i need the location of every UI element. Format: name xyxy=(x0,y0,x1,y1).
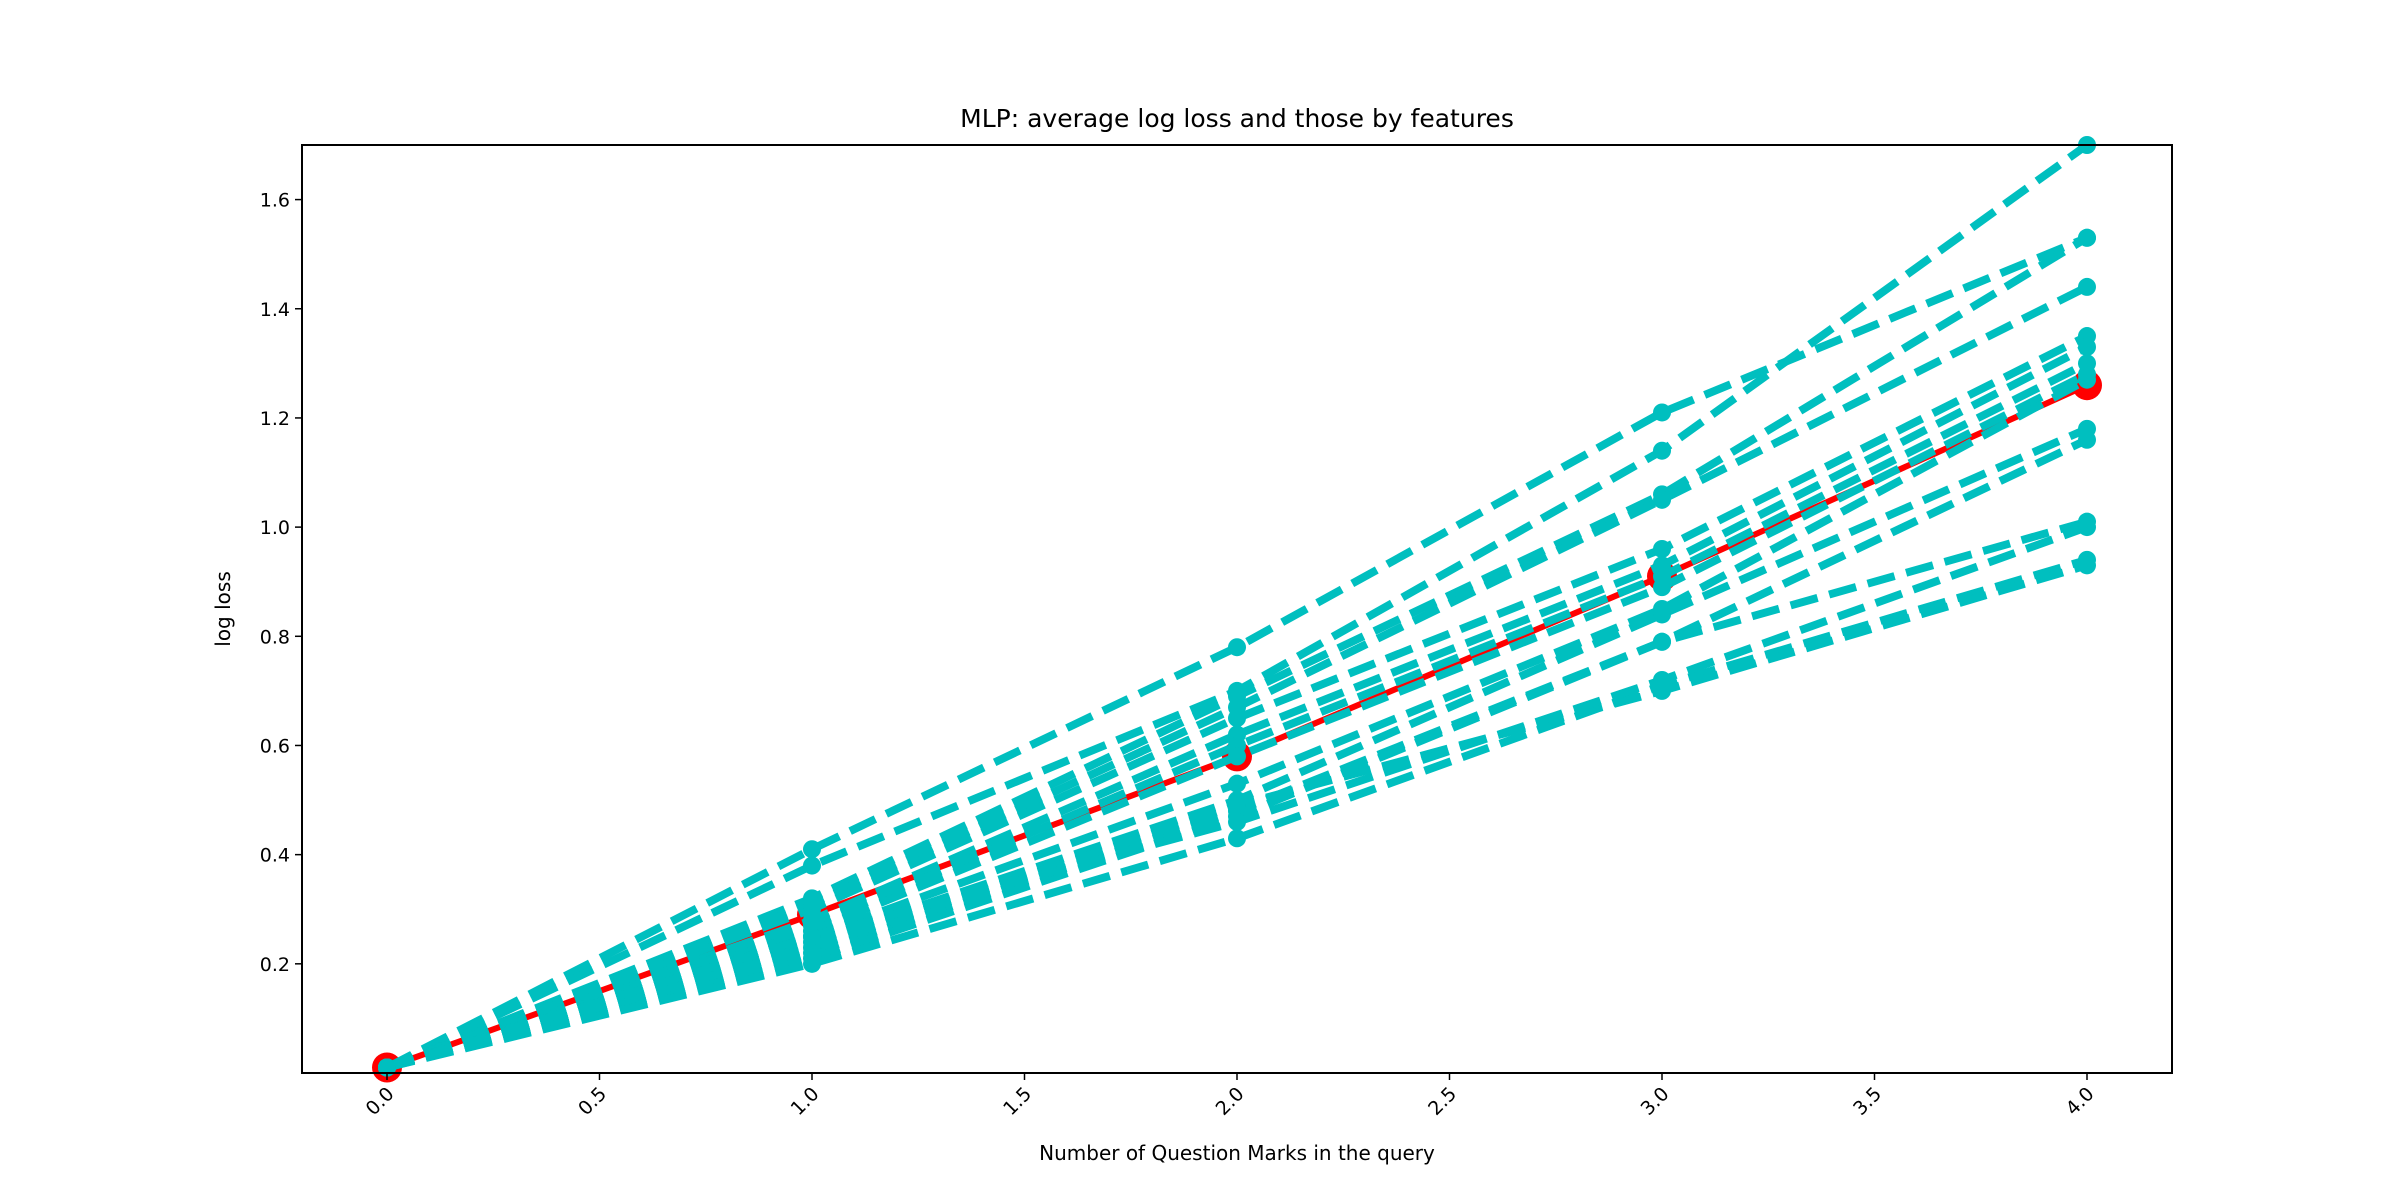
feature-series-point xyxy=(2078,337,2096,356)
feature-series-point xyxy=(1228,829,1246,848)
y-tick-label: 1.6 xyxy=(260,190,290,212)
feature-series-point xyxy=(1653,670,1671,689)
feature-series-line xyxy=(385,234,2089,1072)
feature-series-point xyxy=(2078,556,2096,575)
feature-series-point xyxy=(1228,812,1246,831)
chart-title: MLP: average log loss and those by featu… xyxy=(960,104,1514,133)
y-tick-label: 0.4 xyxy=(260,845,290,867)
feature-series-point xyxy=(1653,578,1671,597)
feature-series-line xyxy=(385,332,2089,1072)
feature-series-point xyxy=(803,927,821,946)
feature-series-point xyxy=(1653,403,1671,422)
series-layer xyxy=(372,136,2102,1083)
feature-series-point xyxy=(803,840,821,859)
feature-series-point xyxy=(1228,774,1246,793)
feature-series-point xyxy=(1653,441,1671,460)
feature-series-point xyxy=(1228,796,1246,815)
feature-series-point xyxy=(2078,370,2096,389)
y-tick-label: 1.4 xyxy=(260,299,290,321)
feature-series-point xyxy=(1653,632,1671,651)
feature-series-point xyxy=(1653,605,1671,624)
y-tick-label: 1.2 xyxy=(260,408,290,430)
feature-series-point xyxy=(803,856,821,875)
feature-series-point xyxy=(1228,709,1246,728)
y-tick-label: 0.2 xyxy=(260,954,290,976)
feature-series-point xyxy=(2078,228,2096,247)
feature-series-point xyxy=(1228,638,1246,657)
feature-series-point xyxy=(2078,430,2096,449)
feature-series-point xyxy=(1653,539,1671,558)
feature-series-point xyxy=(1228,747,1246,766)
y-tick-label: 0.6 xyxy=(260,735,290,757)
y-tick-label: 1.0 xyxy=(260,517,290,539)
y-tick-label: 0.8 xyxy=(260,626,290,648)
feature-series-point xyxy=(1653,490,1671,509)
feature-series-point xyxy=(2078,277,2096,296)
feature-series-point xyxy=(803,954,821,973)
y-axis-label: log loss xyxy=(211,571,235,646)
feature-series-point xyxy=(2078,518,2096,537)
x-axis-label: Number of Question Marks in the query xyxy=(1039,1141,1435,1165)
